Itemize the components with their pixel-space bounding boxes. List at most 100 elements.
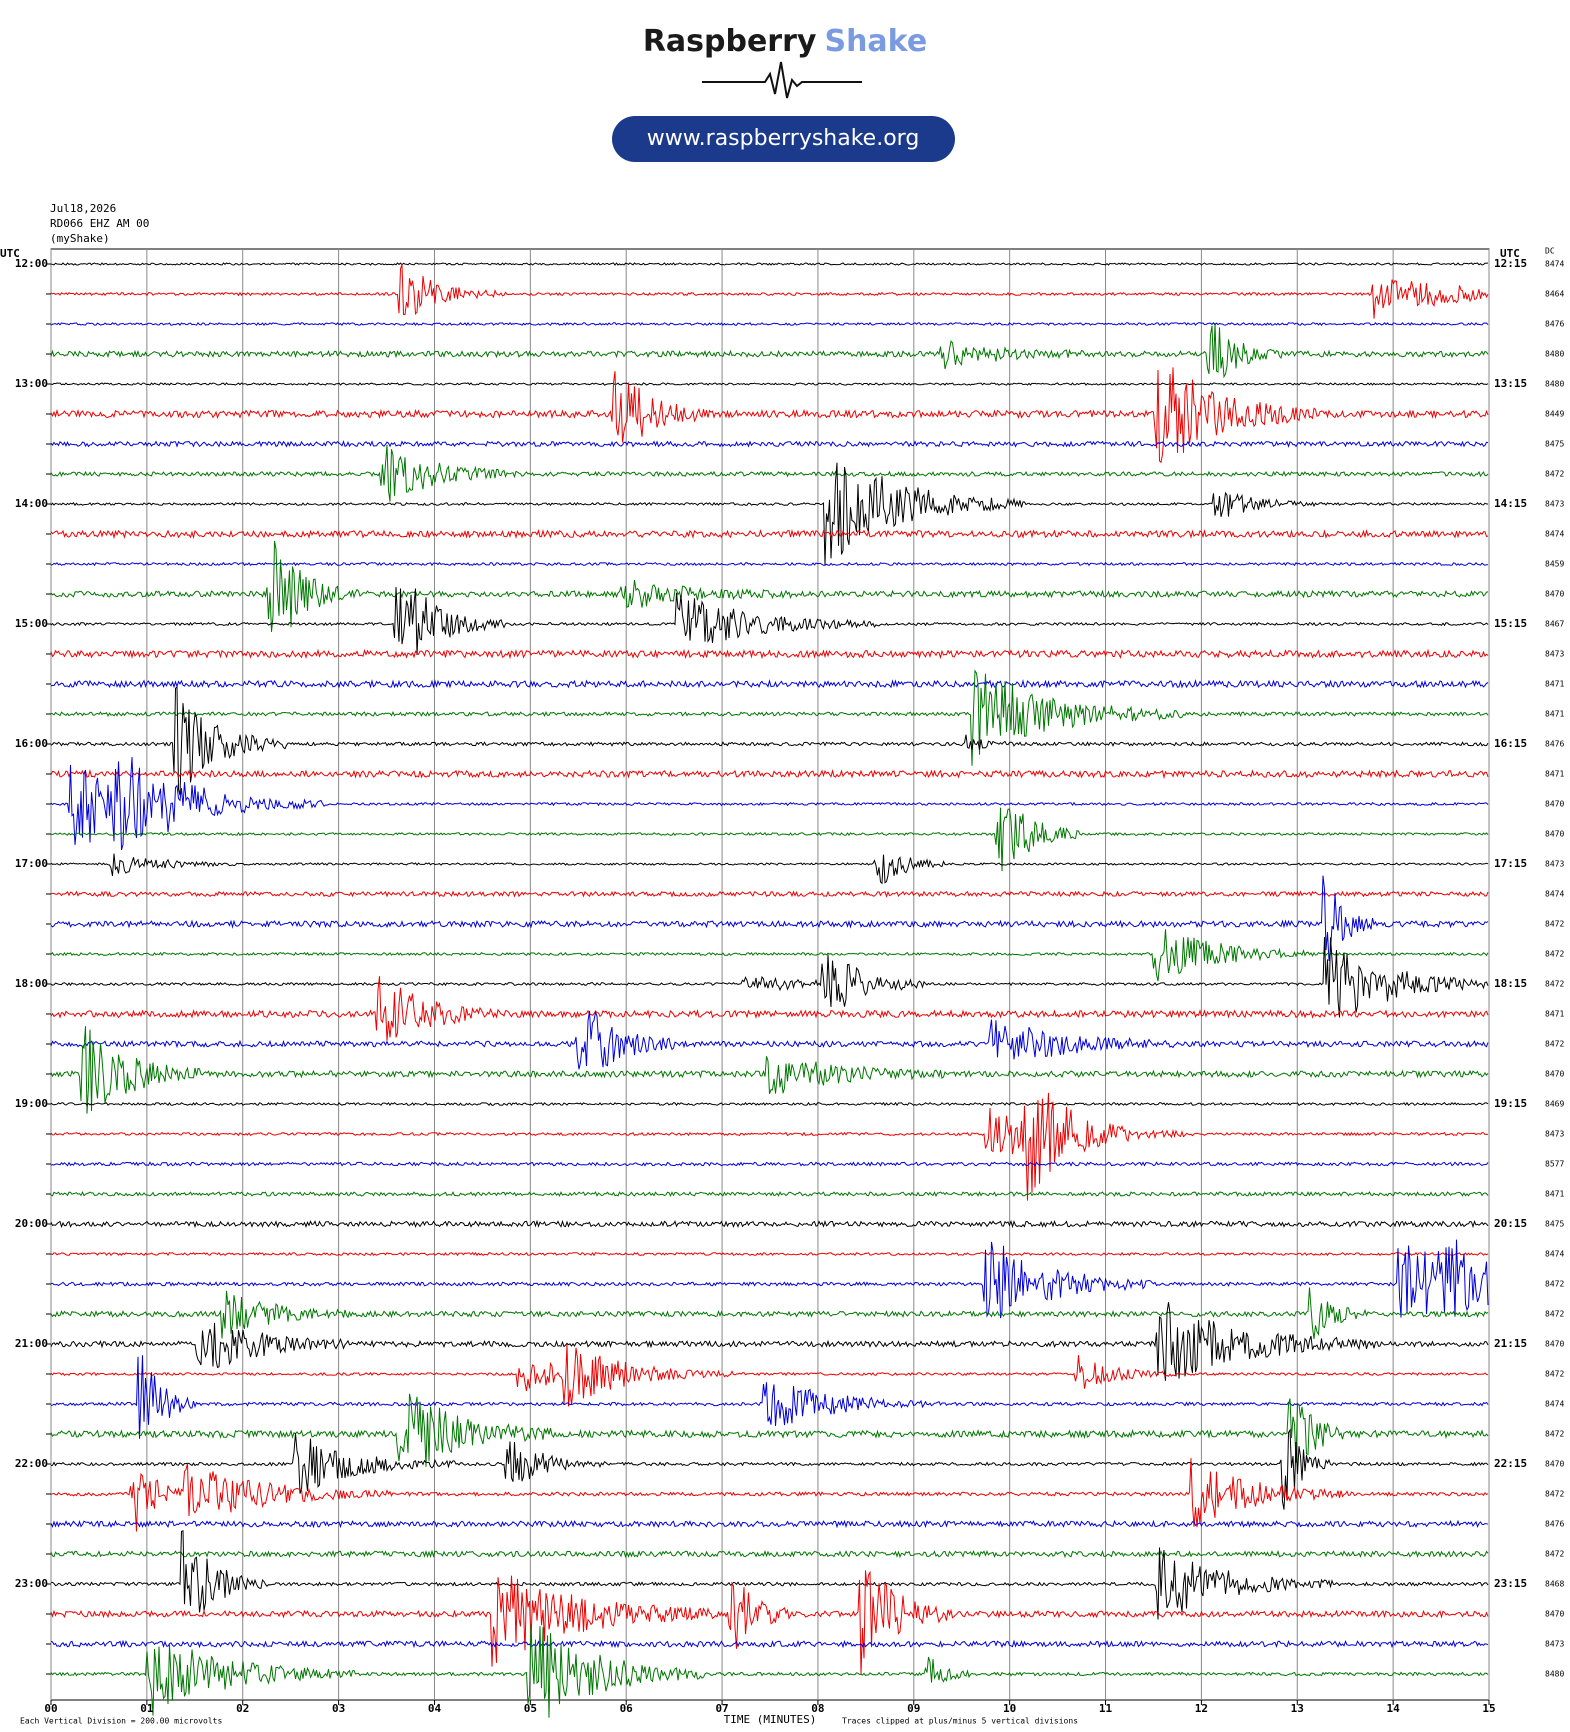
brand: Raspberry Shake [643,24,927,59]
trace [50,1101,1489,1107]
right-time: 13:15 [1494,377,1527,390]
date: Jul18,2026 [50,202,116,215]
dc-value: 8480 [1545,350,1564,359]
dc-value: 8476 [1545,740,1564,749]
trace [50,1302,1489,1381]
trace [50,685,1489,796]
left-time: 20:00 [15,1217,48,1230]
trace [50,875,1489,961]
dc-value: 8474 [1545,890,1564,899]
dc-value: 8471 [1545,1010,1564,1019]
source: (myShake) [50,232,110,245]
logo: Raspberry Shake www.raspberryshake.org [612,24,955,162]
dc-value: 8577 [1545,1160,1564,1169]
dc-value: 8471 [1545,680,1564,689]
trace [50,648,1489,660]
right-time: 23:15 [1494,1577,1527,1590]
trace [50,768,1489,780]
trace [50,890,1489,898]
x-tick-label: 06 [620,1702,634,1715]
dc-value: 8474 [1545,1400,1564,1409]
dc-value: 8469 [1545,1100,1564,1109]
station-info: Jul18,2026 RD066 EHZ AM 00 (myShake) [50,202,149,245]
dc-value: 8470 [1545,1460,1564,1469]
trace [50,669,1489,766]
trace [50,937,1489,1018]
url-pill[interactable] [612,116,955,162]
trace [50,807,1489,872]
left-time: 12:00 [15,257,48,270]
dc-value: 8476 [1545,320,1564,329]
right-unit: UTC [1500,247,1520,260]
right-time: 16:15 [1494,737,1527,750]
channel: RD066 EHZ AM 00 [50,217,149,230]
dc-value: 8467 [1545,620,1564,629]
dc-value: 8480 [1545,1670,1564,1679]
x-label: TIME (MINUTES) [724,1713,817,1726]
right-time: 18:15 [1494,977,1527,990]
x-tick-label: 04 [428,1702,442,1715]
right-time: 20:15 [1494,1217,1527,1230]
labels: UTC UTC DC TIME (MINUTES) 00 01 02 03 04 05 06… [0,247,1564,1727]
dc-value: 8470 [1545,1610,1564,1619]
left-time: 19:00 [15,1097,48,1110]
trace [50,1639,1489,1649]
dc-value: 8473 [1545,1130,1564,1139]
right-time: 22:15 [1494,1457,1527,1470]
clip-note: Traces clipped at plus/minus 5 vertical … [842,1717,1078,1726]
dc-value: 8475 [1545,440,1564,449]
dc-value: 8472 [1545,1430,1564,1439]
x-tick-label: 01 [140,1702,154,1715]
trace [50,444,1489,502]
dc-value: 8468 [1545,1580,1564,1589]
trace [50,1343,1489,1407]
trace [50,1393,1489,1467]
left-time: 14:00 [15,497,48,510]
trace [50,1092,1489,1201]
trace [50,1239,1489,1319]
left-unit: UTC [0,247,20,260]
trace [50,367,1489,464]
trace [50,540,1489,632]
trace [50,322,1489,379]
url-text[interactable]: www.raspberryshake.org [647,126,920,151]
dc-value: 8472 [1545,920,1564,929]
left-time: 23:00 [15,1577,48,1590]
dc-value: 8470 [1545,1070,1564,1079]
trace [50,1624,1489,1718]
dc-value: 8472 [1545,1310,1564,1319]
x-tick-label: 11 [1099,1702,1113,1715]
trace [50,528,1489,540]
dc-value: 8471 [1545,770,1564,779]
trace [50,1287,1489,1339]
dc-value: 8474 [1545,530,1564,539]
trace [50,929,1489,982]
trace [50,976,1489,1041]
trace [50,1190,1489,1198]
trace [50,1519,1489,1529]
trace [50,1219,1489,1229]
left-time: 16:00 [15,737,48,750]
trace [50,382,1489,386]
dc-value: 8474 [1545,260,1564,269]
dc-value: 8472 [1545,980,1564,989]
dc-value: 8464 [1545,290,1564,299]
dc-value: 8480 [1545,380,1564,389]
dc-value: 8475 [1545,1220,1564,1229]
dc-value: 8473 [1545,1640,1564,1649]
trace [50,853,1489,885]
right-time: 19:15 [1494,1097,1527,1110]
left-time: 15:00 [15,617,48,630]
dc-value: 8449 [1545,410,1564,419]
dc-value: 8470 [1545,590,1564,599]
brand-accent: Shake [824,24,927,59]
plot-frame [50,248,1490,1701]
dc-value: 8476 [1545,1520,1564,1529]
trace [50,561,1489,567]
dc-value: 8472 [1545,1040,1564,1049]
dc-value: 8472 [1545,1490,1564,1499]
trace [50,440,1489,448]
trace [50,757,1489,851]
x-tick-label: 02 [236,1702,249,1715]
